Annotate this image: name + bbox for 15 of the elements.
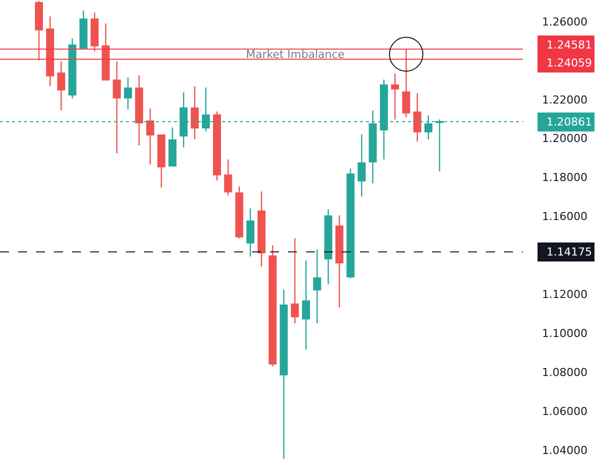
y-tick-label: 1.08000: [542, 366, 588, 380]
y-tick-label: 1.16000: [542, 210, 588, 224]
y-tick-label: 1.18000: [542, 171, 588, 184]
y-tick-label: 1.12000: [542, 288, 588, 302]
y-tick-label: 1.26000: [542, 15, 588, 28]
ref-line-label: 1.24059: [546, 56, 592, 70]
ref-line-label: 1.24581: [546, 38, 592, 52]
annotation: Market Imbalance: [246, 48, 345, 61]
y-tick-label: 1.06000: [542, 405, 588, 418]
y-tick-label: 1.10000: [542, 327, 588, 340]
ref-line-label: 1.20861: [546, 116, 592, 128]
y-tick-label: 1.22000: [542, 93, 588, 106]
y-tick-label: 1.20000: [542, 132, 588, 146]
ref-line-label: 1.14175: [546, 246, 592, 258]
y-tick-label: 1.04000: [542, 444, 588, 458]
